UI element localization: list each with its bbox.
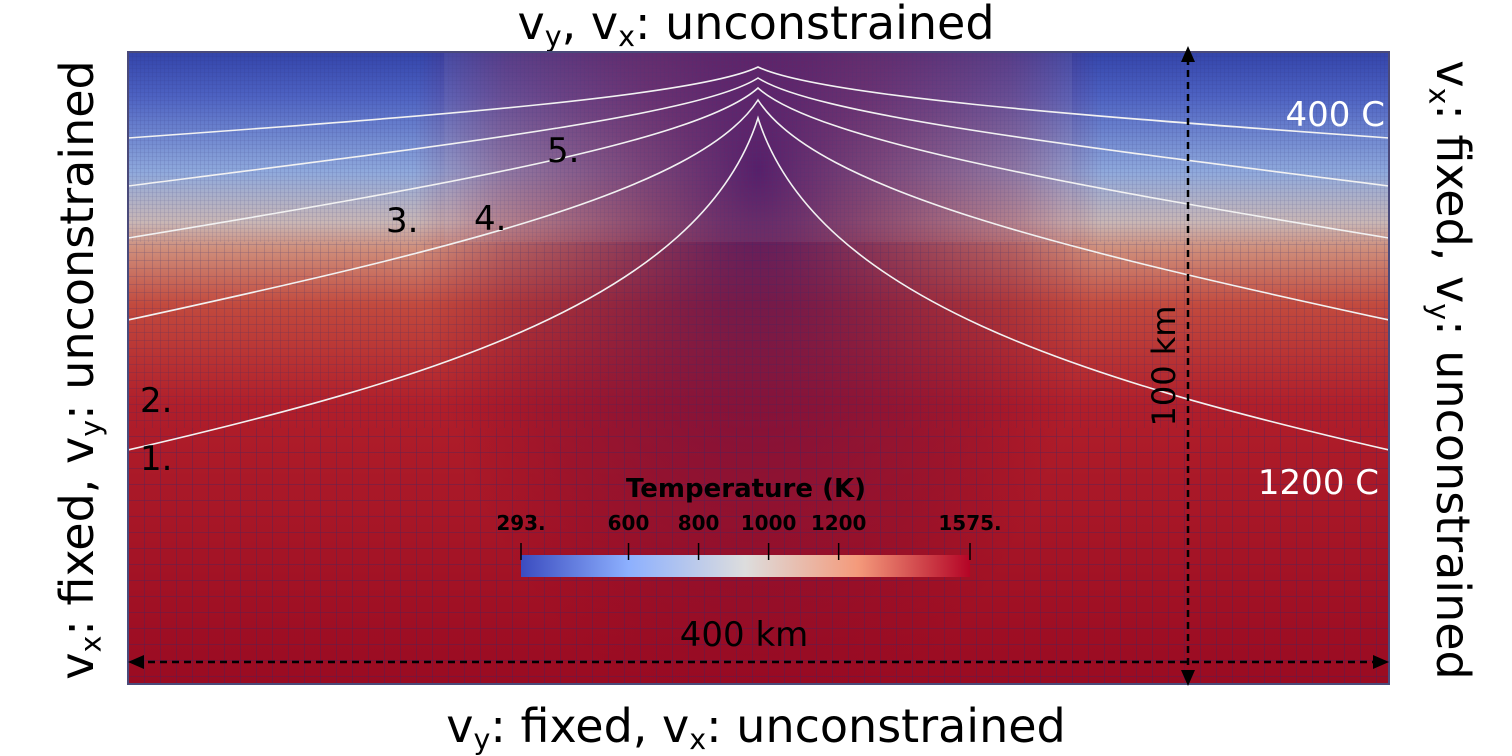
colorbar-tick-label: 800 xyxy=(678,511,720,535)
velocity-subscript: y xyxy=(544,20,562,54)
contour-label-5: 5. xyxy=(547,131,579,171)
isotherm-line-1 xyxy=(128,115,1389,451)
velocity-symbol: v xyxy=(446,699,474,753)
refined-block xyxy=(444,52,1072,242)
temperature-colorbar: Temperature (K) 293. 600 800 1000 1200 1575. xyxy=(496,474,1002,577)
colorbar-tick-label: 1000 xyxy=(741,511,797,535)
height-label: 100 km xyxy=(1145,306,1183,427)
mesh-fine-region xyxy=(128,52,1389,242)
isotherm-contours xyxy=(128,66,1389,451)
isotherm-line-5 xyxy=(128,66,1389,139)
velocity-subscript: y xyxy=(473,723,491,756)
arrowhead-up xyxy=(1181,46,1195,62)
dimension-arrows xyxy=(136,58,1381,676)
colorbar-ticks: 293. 600 800 1000 1200 1575. xyxy=(496,511,1002,560)
velocity-symbol: v xyxy=(590,0,619,50)
colorbar-tick-label: 293. xyxy=(496,511,545,535)
top-boundary-label: vy, vx: unconstrained xyxy=(0,0,1512,52)
boundary-text: : unconstrained xyxy=(634,0,995,50)
velocity-symbol: v xyxy=(662,699,690,753)
colorbar-tick-label: 1200 xyxy=(811,511,867,535)
contour-label-4: 4. xyxy=(474,199,506,239)
colorbar-gradient xyxy=(521,555,970,577)
width-label: 400 km xyxy=(680,615,809,655)
boundary-text: : fixed, xyxy=(490,699,663,753)
contour-label-2: 2. xyxy=(140,381,172,421)
contour-label-1: 1. xyxy=(140,439,172,479)
velocity-symbol: v xyxy=(517,0,545,50)
isotherm-line-3 xyxy=(128,86,1389,239)
domain-border xyxy=(127,51,1390,685)
arrowhead-left xyxy=(128,655,144,669)
velocity-subscript: x xyxy=(689,723,707,756)
colorbar-tick-label: 600 xyxy=(608,511,650,535)
velocity-subscript: x xyxy=(618,20,635,54)
contour-label-3: 3. xyxy=(386,201,418,241)
colorbar-title: Temperature (K) xyxy=(626,474,866,504)
temperature-field xyxy=(128,52,1389,684)
boundary-text: : unconstrained xyxy=(706,699,1066,753)
isotherm-line-4 xyxy=(128,77,1389,187)
arrowhead-down xyxy=(1181,670,1195,686)
boundary-text: , xyxy=(561,0,591,50)
bottom-boundary-label: vy: fixed, vx: unconstrained xyxy=(0,703,1512,755)
colorbar-tick-label: 1575. xyxy=(938,511,1001,535)
mesh-mid-region xyxy=(128,242,1389,428)
isotherm-1200c-label: 1200 C xyxy=(1258,463,1379,503)
arrowheads xyxy=(128,46,1389,686)
isotherm-line-2 xyxy=(128,98,1389,321)
isotherm-400c-label: 400 C xyxy=(1286,95,1385,135)
arrowhead-right xyxy=(1373,655,1389,669)
